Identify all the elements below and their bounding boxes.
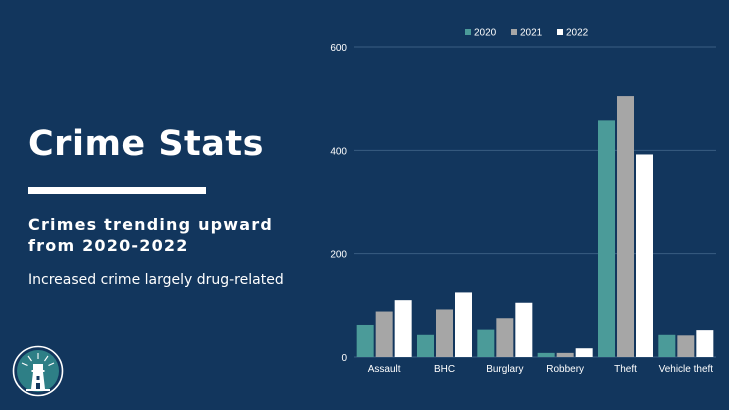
slide-body-text: Increased crime largely drug-related [28,272,284,288]
x-tick-label: Robbery [546,364,584,375]
bar-2020-robbery [537,352,555,357]
title-underline [28,187,206,194]
bar-2021-vehicle-theft [677,335,695,357]
slide-subtitle: Crimes trending upward from 2020-2022 [28,215,274,255]
legend-label: 2021 [520,28,543,39]
bar-2021-assault [375,311,393,357]
bar-2022-vehicle-theft [696,330,714,357]
x-tick-label: Burglary [486,364,523,375]
bar-2020-bhc [417,334,434,357]
title-panel: Crime Stats Crimes trending upward from … [0,0,320,410]
y-tick-label: 200 [330,250,347,261]
y-tick-label: 400 [330,146,347,157]
bar-2021-robbery [556,352,574,357]
bar-2021-theft [617,96,634,357]
legend-swatch [511,29,517,35]
bar-2020-vehicle-theft [658,334,676,357]
bar-2022-robbery [575,348,593,357]
lighthouse-seal-icon [12,345,64,397]
legend-swatch [557,29,563,35]
bar-2020-theft [598,120,615,357]
slide-title: Crime Stats [28,124,264,164]
x-tick-label: Assault [368,364,401,375]
x-tick-label: BHC [434,364,455,375]
bar-2021-burglary [496,318,514,357]
legend-label: 2022 [566,28,589,39]
y-tick-label: 0 [341,353,347,364]
bar-2022-burglary [515,302,533,357]
y-tick-label: 600 [330,43,347,54]
bar-2021-bhc [436,309,453,357]
x-tick-label: Vehicle theft [659,364,714,375]
bar-2020-burglary [477,329,495,357]
bar-2022-assault [394,300,412,357]
x-tick-label: Theft [614,364,637,375]
bar-2022-bhc [455,292,472,357]
legend-label: 2020 [474,28,497,39]
bar-2022-theft [636,154,653,357]
legend-swatch [465,29,471,35]
bar-2020-assault [356,324,374,357]
